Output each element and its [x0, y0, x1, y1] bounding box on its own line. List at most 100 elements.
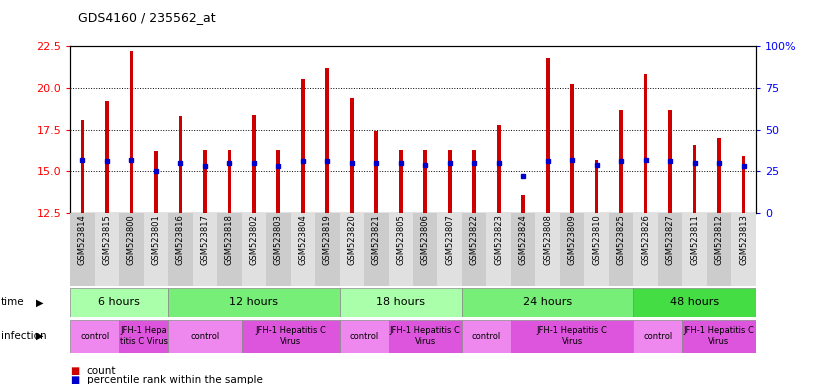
- Bar: [609, 213, 634, 286]
- Bar: [657, 213, 682, 286]
- Bar: [350, 98, 354, 213]
- Text: GSM523822: GSM523822: [470, 215, 479, 265]
- Text: GSM523804: GSM523804: [298, 215, 307, 265]
- Text: JFH-1 Hepatitis C
Virus: JFH-1 Hepatitis C Virus: [684, 326, 754, 346]
- Text: GSM523802: GSM523802: [249, 215, 259, 265]
- Text: GSM523812: GSM523812: [714, 215, 724, 265]
- Text: ■: ■: [70, 375, 79, 384]
- Bar: [535, 213, 560, 286]
- Text: JFH-1 Hepatitis C
Virus: JFH-1 Hepatitis C Virus: [537, 326, 608, 346]
- Bar: [682, 320, 756, 353]
- Bar: [339, 288, 462, 317]
- Text: GSM523807: GSM523807: [445, 215, 454, 265]
- Text: GSM523824: GSM523824: [519, 215, 528, 265]
- Text: GSM523815: GSM523815: [102, 215, 112, 265]
- Text: control: control: [643, 332, 672, 341]
- Text: GSM523803: GSM523803: [274, 215, 282, 265]
- Bar: [634, 320, 682, 353]
- Bar: [731, 213, 756, 286]
- Text: JFH-1 Hepa
titis C Virus: JFH-1 Hepa titis C Virus: [120, 326, 168, 346]
- Bar: [643, 74, 648, 213]
- Text: GSM523806: GSM523806: [420, 215, 430, 265]
- Bar: [81, 119, 84, 213]
- Text: GSM523823: GSM523823: [494, 215, 503, 265]
- Text: count: count: [87, 366, 116, 376]
- Bar: [242, 213, 266, 286]
- Bar: [119, 320, 169, 353]
- Text: 24 hours: 24 hours: [523, 297, 572, 308]
- Bar: [570, 84, 574, 213]
- Bar: [119, 213, 144, 286]
- Bar: [154, 151, 158, 213]
- Bar: [511, 320, 634, 353]
- Bar: [70, 320, 119, 353]
- Bar: [277, 150, 280, 213]
- Bar: [217, 213, 242, 286]
- Text: GSM523817: GSM523817: [201, 215, 209, 265]
- Text: percentile rank within the sample: percentile rank within the sample: [87, 375, 263, 384]
- Bar: [169, 213, 192, 286]
- Text: ▶: ▶: [36, 297, 44, 308]
- Bar: [707, 213, 731, 286]
- Bar: [252, 114, 256, 213]
- Bar: [178, 116, 183, 213]
- Text: GSM523813: GSM523813: [739, 215, 748, 265]
- Bar: [144, 213, 169, 286]
- Bar: [546, 58, 549, 213]
- Bar: [497, 124, 501, 213]
- Text: 48 hours: 48 hours: [670, 297, 719, 308]
- Bar: [424, 150, 427, 213]
- Text: GSM523825: GSM523825: [617, 215, 625, 265]
- Bar: [438, 213, 462, 286]
- Bar: [620, 109, 623, 213]
- Bar: [374, 131, 378, 213]
- Text: JFH-1 Hepatitis C
Virus: JFH-1 Hepatitis C Virus: [255, 326, 326, 346]
- Bar: [511, 213, 535, 286]
- Bar: [169, 320, 242, 353]
- Bar: [95, 213, 119, 286]
- Bar: [130, 51, 133, 213]
- Text: GSM523819: GSM523819: [323, 215, 332, 265]
- Text: GSM523809: GSM523809: [567, 215, 577, 265]
- Bar: [291, 213, 315, 286]
- Bar: [105, 101, 109, 213]
- Text: GSM523820: GSM523820: [347, 215, 356, 265]
- Text: 6 hours: 6 hours: [98, 297, 140, 308]
- Bar: [682, 213, 707, 286]
- Bar: [192, 213, 217, 286]
- Text: GSM523818: GSM523818: [225, 215, 234, 265]
- Bar: [388, 213, 413, 286]
- Text: GSM523811: GSM523811: [690, 215, 699, 265]
- Bar: [487, 213, 511, 286]
- Bar: [472, 150, 476, 213]
- Bar: [227, 150, 231, 213]
- Text: GSM523800: GSM523800: [127, 215, 136, 265]
- Bar: [301, 79, 305, 213]
- Bar: [399, 150, 402, 213]
- Text: GSM523810: GSM523810: [592, 215, 601, 265]
- Text: control: control: [190, 332, 220, 341]
- Text: ▶: ▶: [36, 331, 44, 341]
- Bar: [595, 160, 599, 213]
- Text: control: control: [80, 332, 109, 341]
- Text: time: time: [1, 297, 25, 308]
- Bar: [462, 213, 487, 286]
- Text: GSM523816: GSM523816: [176, 215, 185, 265]
- Text: ■: ■: [70, 366, 79, 376]
- Bar: [242, 320, 339, 353]
- Text: GSM523826: GSM523826: [641, 215, 650, 265]
- Bar: [364, 213, 388, 286]
- Bar: [634, 288, 756, 317]
- Bar: [70, 213, 95, 286]
- Bar: [668, 109, 672, 213]
- Bar: [717, 138, 721, 213]
- Bar: [413, 213, 438, 286]
- Text: JFH-1 Hepatitis C
Virus: JFH-1 Hepatitis C Virus: [390, 326, 461, 346]
- Bar: [742, 156, 745, 213]
- Text: GSM523827: GSM523827: [666, 215, 675, 265]
- Text: 12 hours: 12 hours: [230, 297, 278, 308]
- Bar: [634, 213, 657, 286]
- Text: control: control: [472, 332, 501, 341]
- Bar: [388, 320, 462, 353]
- Bar: [169, 288, 339, 317]
